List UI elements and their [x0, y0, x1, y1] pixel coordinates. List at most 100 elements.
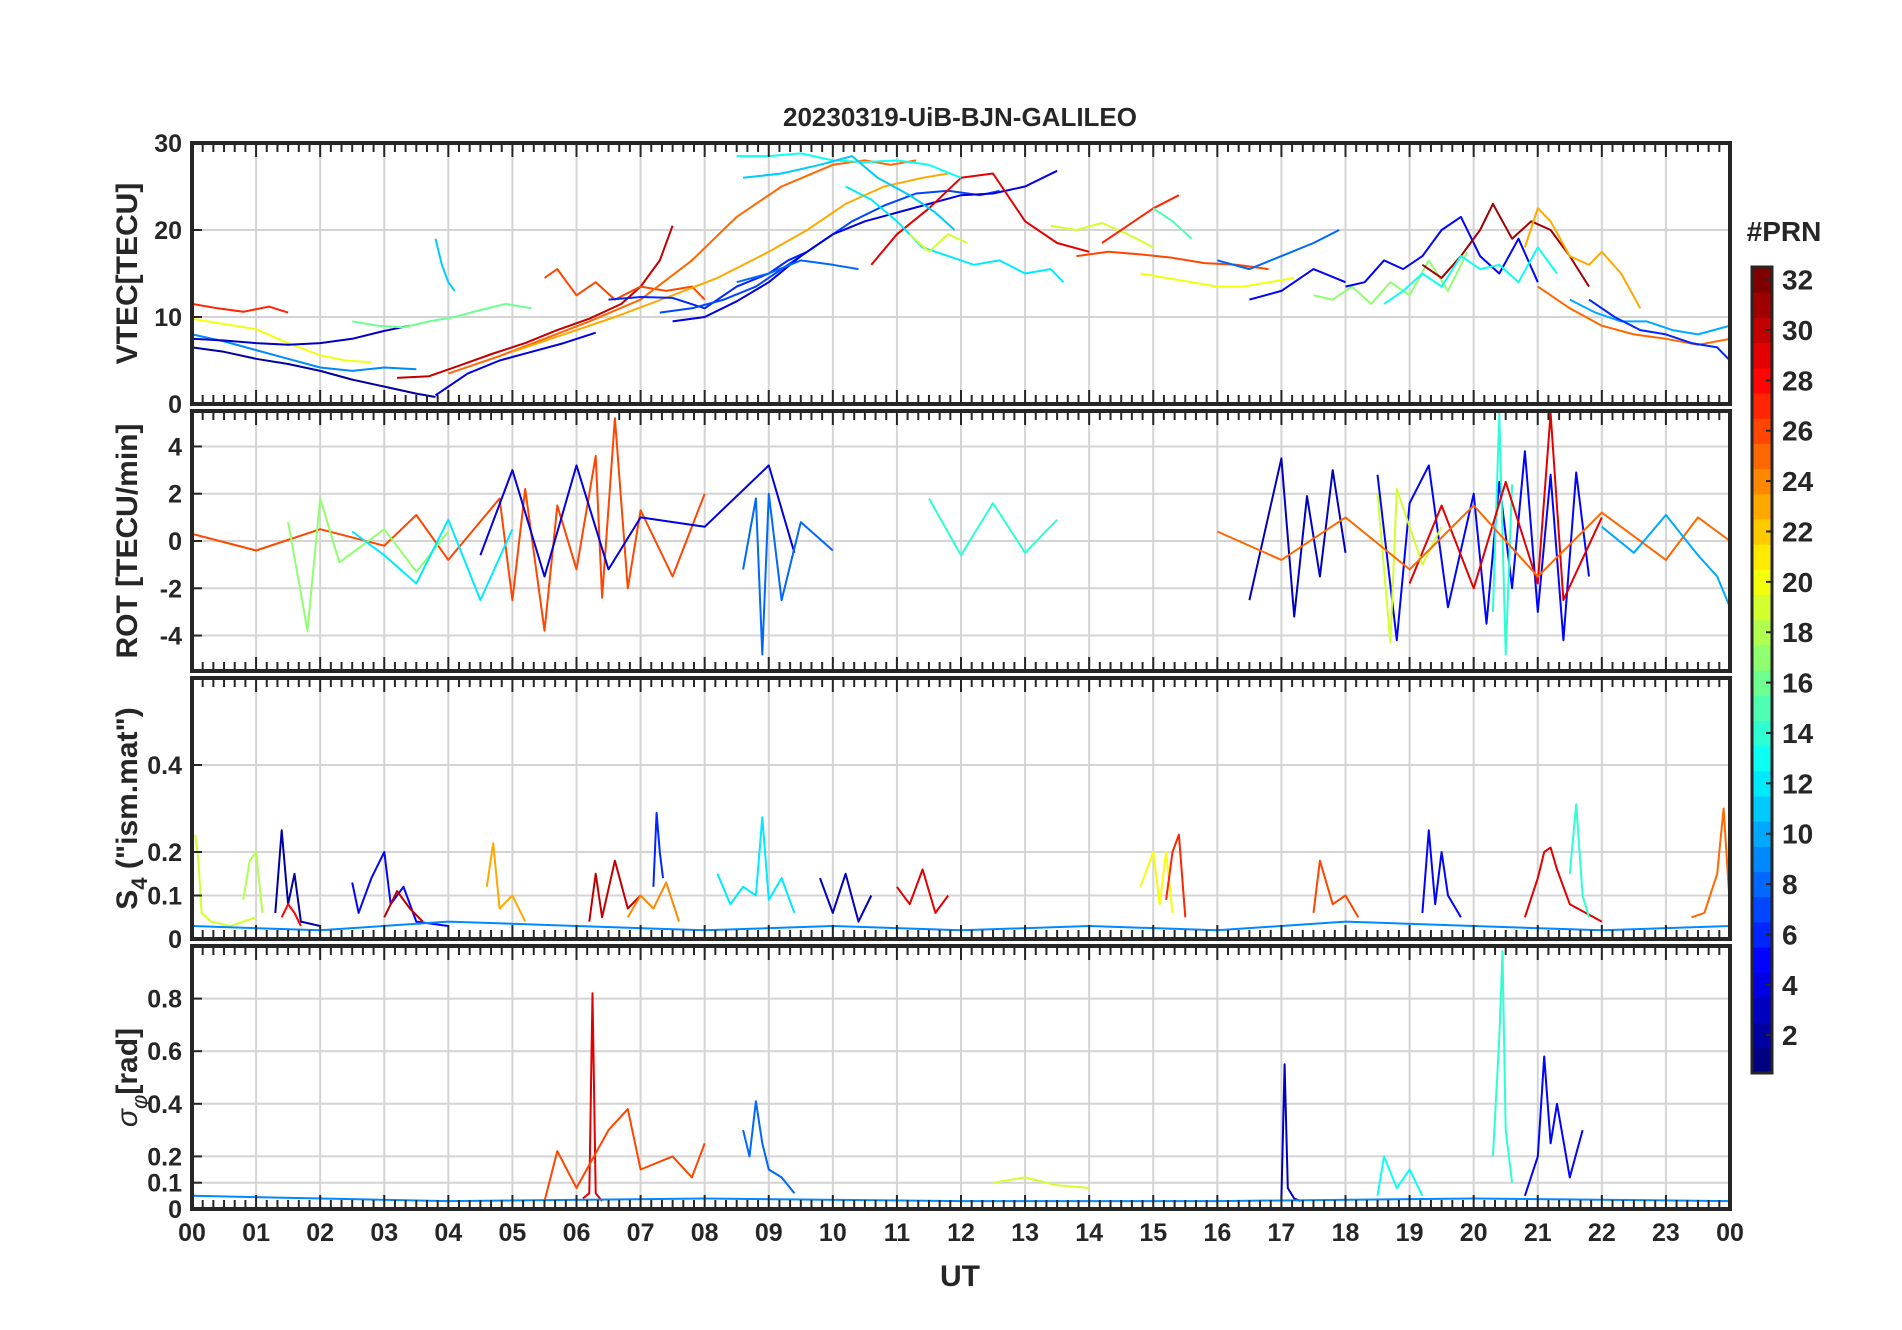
x-tick-label: 07: [627, 1219, 655, 1247]
x-tick-label: 19: [1396, 1219, 1424, 1247]
x-tick-label: 20: [1460, 1219, 1488, 1247]
colorbar-segment: [1752, 569, 1772, 596]
y-tick-label: 0: [168, 391, 182, 419]
colorbar-segment: [1752, 871, 1772, 898]
panel-vtec: 0 10 20 30 VTEC[TECU]: [111, 130, 1732, 419]
x-tick-label: 15: [1139, 1219, 1167, 1247]
y-tick-label: 30: [154, 130, 182, 158]
y-tick-label: 0: [168, 926, 182, 954]
series-line-prn-18: [242, 851, 264, 914]
colorbar-tick-label: 8: [1782, 869, 1798, 900]
y-tick-label: 0: [168, 1196, 182, 1224]
x-tick-label: 00: [178, 1219, 206, 1247]
axes-box: [190, 141, 1732, 406]
series-line-prn-5: [1376, 450, 1590, 642]
series-line-prn-13: [736, 152, 962, 179]
x-tick-label: 01: [242, 1219, 270, 1247]
series-line-prn-12: [716, 816, 796, 914]
y-axis-label: ROT [TECU/min]: [111, 424, 144, 659]
x-tick-label: 06: [563, 1219, 591, 1247]
series-line-prn-29: [870, 172, 1090, 266]
colorbar-segment: [1752, 493, 1772, 520]
series-line-prn-13: [1383, 246, 1558, 305]
colorbar-segment: [1752, 267, 1772, 293]
x-tick-label: 14: [1075, 1219, 1103, 1247]
colorbar-tick-label: 22: [1782, 516, 1813, 547]
series-line-prn-12: [351, 518, 514, 602]
colorbar-segment: [1752, 418, 1772, 444]
series-line-prn-4: [479, 464, 796, 578]
x-tick-label: 02: [306, 1219, 334, 1247]
series-line-prn-29: [1408, 412, 1603, 602]
series-line-prn-24: [626, 881, 680, 922]
series-line-prn-19: [1376, 488, 1443, 644]
series-line-prn-16: [352, 302, 532, 329]
colorbar-segment: [1752, 544, 1772, 570]
series-line-prn-23: [485, 842, 527, 923]
x-tick-label: 12: [947, 1219, 975, 1247]
series-line-prn-6: [652, 811, 664, 887]
series-line-prn-11: [434, 238, 456, 292]
x-tick-label: 16: [1203, 1219, 1231, 1247]
colorbar-segment: [1752, 670, 1772, 696]
series-line-prn-8: [742, 1100, 796, 1194]
colorbar-tick-label: 28: [1782, 365, 1813, 396]
series-line-prn-27: [192, 302, 289, 314]
series-line-prn-5: [1249, 268, 1346, 301]
series-line-prn-29: [896, 868, 950, 914]
colorbar-tick-label: 14: [1782, 718, 1814, 749]
y-tick-label: 0.8: [147, 986, 182, 1014]
x-tick-label: 00: [1716, 1219, 1744, 1247]
colorbar-segment: [1752, 317, 1772, 344]
series-group: [192, 152, 1730, 398]
series-line-prn-23: [512, 172, 949, 353]
x-tick-label: 05: [499, 1219, 527, 1247]
series-line-prn-17: [1313, 251, 1469, 305]
colorbar-tick-label: 32: [1782, 265, 1813, 296]
series-line-prn-2: [274, 829, 321, 927]
series-line-prn-6: [608, 250, 808, 310]
series-line-prn-15: [1152, 207, 1193, 240]
colorbar-segment: [1752, 644, 1772, 671]
colorbar-segment: [1752, 619, 1772, 646]
series-line-prn-28: [280, 903, 302, 927]
series-line-prn-27: [1165, 833, 1187, 918]
colorbar-tick-label: 24: [1782, 466, 1814, 497]
colorbar-segment: [1752, 367, 1772, 394]
series-line-prn-14: [1568, 803, 1590, 918]
series-line-prn-26: [543, 1108, 706, 1202]
series-line-prn-5: [1345, 215, 1539, 288]
colorbar-tick-label: 4: [1782, 970, 1798, 1001]
series-line-prn-8: [736, 259, 859, 284]
series-line-prn-26: [1312, 859, 1360, 918]
series-line-prn-10: [1569, 298, 1730, 336]
colorbar-segment: [1752, 443, 1772, 470]
colorbar-segment: [1752, 997, 1772, 1024]
colorbar-segment: [1752, 821, 1772, 847]
series-line-prn-3: [192, 324, 411, 346]
colorbar-tick-label: 6: [1782, 919, 1798, 950]
y-tick-label: 4: [168, 433, 182, 461]
series-line-prn-12: [845, 185, 1065, 283]
series-line-prn-14: [928, 498, 1058, 557]
colorbar-frame: [1750, 265, 1774, 1075]
colorbar-segment: [1752, 720, 1772, 747]
y-tick-label: 2: [168, 481, 182, 509]
x-tick-label: 21: [1524, 1219, 1552, 1247]
series-line-prn-5: [1523, 1055, 1584, 1197]
series-line-prn-8: [1217, 229, 1340, 271]
series-line-prn-29: [1523, 846, 1603, 923]
x-axis-label: UT: [940, 1260, 980, 1293]
x-tick-label: 11: [884, 1219, 911, 1247]
colorbar-segment: [1752, 745, 1772, 772]
colorbar-segment: [1752, 846, 1772, 873]
x-tick-label: 03: [370, 1219, 398, 1247]
colorbar-segment: [1752, 468, 1772, 495]
series-line-prn-30: [588, 859, 642, 922]
series-line-prn-13: [1376, 1155, 1424, 1197]
colorbar-label: #PRN: [1747, 216, 1822, 247]
series-line-prn-25: [1691, 807, 1730, 919]
